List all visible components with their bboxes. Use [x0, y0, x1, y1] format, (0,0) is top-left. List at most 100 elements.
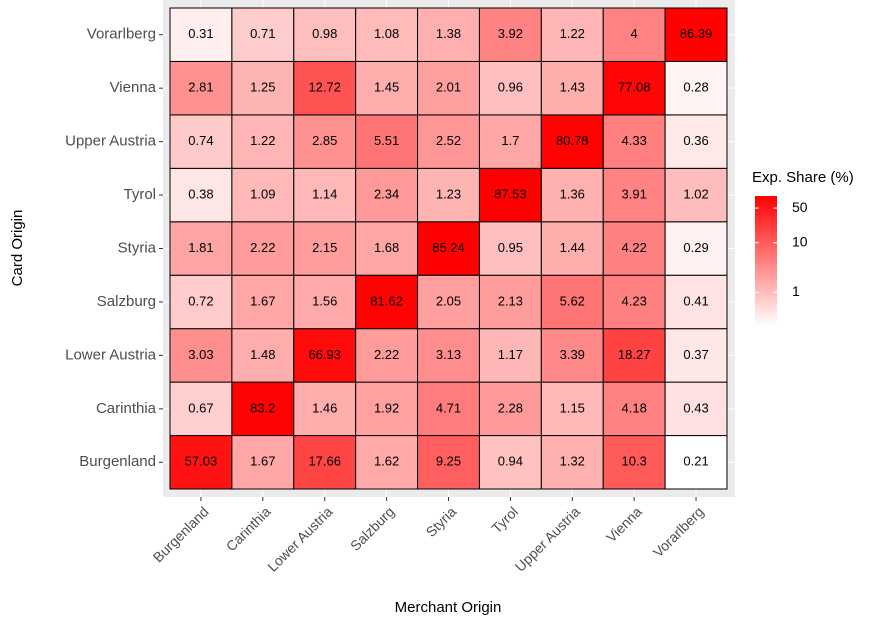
heatmap-cell: [478, 114, 542, 169]
cell-label: 66.93: [308, 347, 341, 362]
cell-label: 3.92: [498, 26, 523, 41]
cell-label: 0.36: [683, 133, 708, 148]
heatmap-cell: [664, 381, 728, 437]
cell-label: 1.36: [560, 186, 585, 201]
cell-label: 4.22: [622, 240, 647, 255]
heatmap-cell: [540, 381, 604, 437]
cell-label: 80.78: [556, 133, 589, 148]
cell-label: 1.08: [374, 26, 399, 41]
cell-label: 2.22: [374, 347, 399, 362]
cell-label: 0.38: [188, 186, 213, 201]
cell-label: 2.15: [312, 240, 337, 255]
x-tick-label: Burgenland: [150, 503, 212, 565]
heatmap-cell: [664, 221, 728, 276]
y-tick-label: Salzburg: [97, 293, 156, 310]
heatmap-cell: [664, 7, 728, 62]
cell-label: 0.95: [498, 240, 523, 255]
cell-label: 0.21: [683, 454, 708, 469]
heatmap-cell: [602, 381, 666, 437]
cell-label: 0.71: [250, 26, 275, 41]
heatmap-cell: [540, 274, 604, 330]
cell-label: 3.91: [622, 186, 647, 201]
cell-label: 4.71: [436, 400, 461, 415]
cell-label: 0.43: [683, 400, 708, 415]
cell-label: 2.22: [250, 240, 275, 255]
cell-label: 1.15: [560, 400, 585, 415]
x-tick-label: Carinthia: [223, 503, 274, 554]
x-tick-label: Tyrol: [488, 503, 521, 536]
heatmap-cell: [293, 328, 357, 383]
cell-label: 1.44: [560, 240, 585, 255]
heatmap-cell: [417, 167, 480, 223]
cell-label: 0.28: [683, 80, 708, 95]
cell-label: 4.18: [622, 400, 647, 415]
heatmap-cell: [417, 60, 480, 116]
heatmap-cell: [417, 7, 480, 62]
cell-label: 12.72: [308, 80, 341, 95]
heatmap-cell: [231, 167, 295, 223]
x-tick-label: Lower Austria: [264, 503, 335, 574]
heatmap-cell: [540, 7, 604, 62]
y-tick-label: Lower Austria: [65, 346, 157, 363]
cell-label: 1.92: [374, 400, 399, 415]
cell-label: 1.7: [501, 133, 519, 148]
cell-label: 3.13: [436, 347, 461, 362]
cell-label: 2.34: [374, 186, 399, 201]
y-tick-label: Burgenland: [79, 453, 156, 470]
heatmap-cell: [540, 114, 604, 169]
cell-label: 0.67: [188, 400, 213, 415]
cell-label: 2.13: [498, 293, 523, 308]
y-tick-label: Upper Austria: [65, 133, 157, 150]
heatmap-cell: [355, 114, 419, 169]
cell-label: 1.09: [250, 186, 275, 201]
heatmap-cell: [540, 60, 604, 116]
cell-label: 4.23: [622, 293, 647, 308]
heatmap-cell: [417, 435, 480, 490]
cell-label: 0.98: [312, 26, 337, 41]
cell-label: 2.28: [498, 400, 523, 415]
x-tick-label: Vienna: [603, 503, 645, 545]
y-tick-label: Carinthia: [96, 400, 157, 417]
cell-label: 77.08: [618, 80, 651, 95]
heatmap-cell: [602, 60, 666, 116]
cell-label: 1.67: [250, 454, 275, 469]
heatmap-cell: [540, 328, 604, 383]
heatmap-cell: [417, 114, 480, 169]
cell-label: 1.45: [374, 80, 399, 95]
heatmap-cell: [478, 60, 542, 116]
heatmap-cell: [169, 167, 233, 223]
cell-label: 1.23: [436, 186, 461, 201]
cell-label: 3.39: [560, 347, 585, 362]
heatmap-cell: [417, 328, 480, 383]
heatmap-cell: [540, 221, 604, 276]
cell-label: 1.62: [374, 454, 399, 469]
cell-label: 1.22: [250, 133, 275, 148]
heatmap-cell: [169, 381, 233, 437]
cell-label: 1.48: [250, 347, 275, 362]
heatmap-cell: [664, 328, 728, 383]
cell-label: 18.27: [618, 347, 651, 362]
heatmap-cell: [293, 7, 357, 62]
cell-label: 1.68: [374, 240, 399, 255]
heatmap-cell: [355, 274, 419, 330]
cell-label: 0.31: [188, 26, 213, 41]
heatmap-cell: [293, 60, 357, 116]
cell-label: 10.3: [622, 454, 647, 469]
cell-label: 1.81: [188, 240, 213, 255]
colorbar-tick-label: 50: [792, 199, 808, 215]
heatmap-cell: [355, 328, 419, 383]
cell-label: 1.22: [560, 26, 585, 41]
cell-label: 1.46: [312, 400, 337, 415]
heatmap-cell: [293, 274, 357, 330]
cell-label: 0.41: [683, 293, 708, 308]
legend-title: Exp. Share (%): [752, 169, 854, 186]
heatmap-cell: [231, 328, 295, 383]
cell-label: 0.94: [498, 454, 523, 469]
heatmap-cell: [169, 114, 233, 169]
heatmap-cell: [417, 274, 480, 330]
x-axis-title: Merchant Origin: [395, 599, 502, 616]
heatmap-cell: [664, 167, 728, 223]
heatmap-cell: [355, 221, 419, 276]
cell-label: 4.33: [622, 133, 647, 148]
